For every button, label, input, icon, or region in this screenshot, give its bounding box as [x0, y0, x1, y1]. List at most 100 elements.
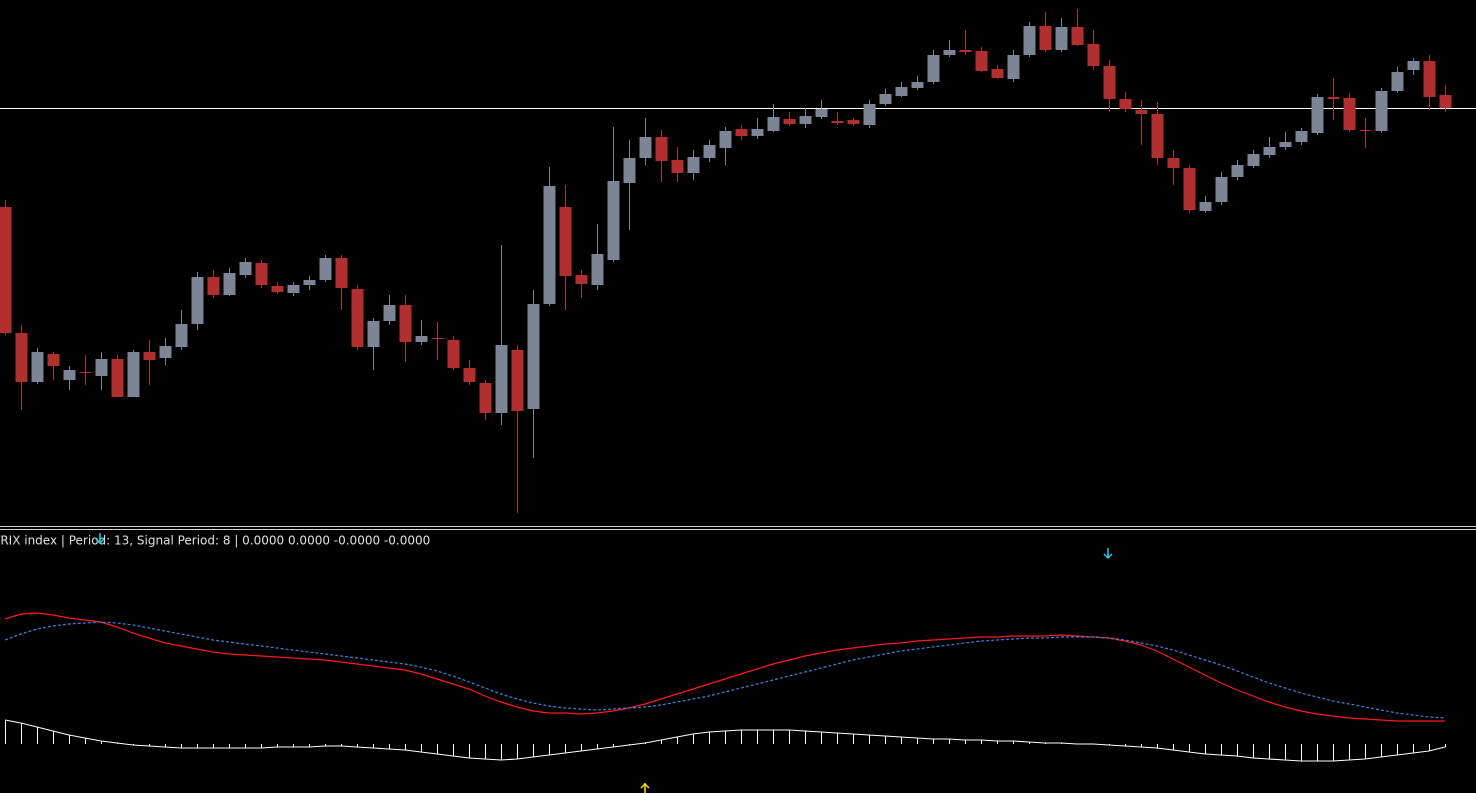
- candle-body: [63, 370, 76, 380]
- candle-body: [207, 277, 220, 295]
- candle-body: [511, 350, 524, 411]
- candle-body: [319, 258, 332, 280]
- candle-body: [1391, 72, 1404, 91]
- candle-body: [1247, 154, 1260, 166]
- candle-body: [431, 338, 444, 339]
- candle-body: [719, 131, 732, 148]
- candle-body: [607, 181, 620, 260]
- candle-body: [671, 160, 684, 173]
- candle-body: [1119, 99, 1132, 109]
- signal-line: [4, 621, 1446, 719]
- candle-body: [975, 51, 988, 71]
- candle-body: [287, 285, 300, 293]
- candle-body: [143, 352, 156, 360]
- candle-body: [543, 186, 556, 304]
- candle-body: [127, 352, 140, 397]
- candle-body: [623, 158, 636, 183]
- candle-body: [271, 286, 284, 292]
- candle-body: [383, 305, 396, 321]
- candle-body: [815, 109, 828, 117]
- candle-body: [831, 121, 844, 123]
- candle-body: [223, 273, 236, 295]
- candle-body: [1407, 61, 1420, 70]
- candle-body: [1039, 26, 1052, 50]
- candle-body: [415, 336, 428, 342]
- candle-body: [1215, 177, 1228, 202]
- candle-body: [767, 117, 780, 131]
- candle-body: [1423, 61, 1436, 97]
- candle-body: [95, 359, 108, 376]
- candle-body: [239, 262, 252, 275]
- candle-body: [1071, 27, 1084, 45]
- candle-body: [1007, 55, 1020, 79]
- histogram-line: [4, 719, 1446, 762]
- candle-body: [351, 289, 364, 347]
- candle-body: [303, 280, 316, 285]
- candle-body: [1279, 142, 1292, 147]
- candle-body: [735, 129, 748, 136]
- candle-body: [927, 55, 940, 82]
- candle-body: [1103, 66, 1116, 99]
- candle-body: [1311, 97, 1324, 133]
- trix-line: [4, 612, 1445, 722]
- candle-body: [799, 116, 812, 124]
- candle-body: [1183, 168, 1196, 210]
- candle-body: [895, 87, 908, 96]
- candle-body: [399, 305, 412, 342]
- candle-body: [1327, 97, 1340, 99]
- sell-arrow: [95, 533, 105, 545]
- candle-body: [367, 321, 380, 347]
- candle-body: [175, 324, 188, 347]
- candle-body: [1295, 131, 1308, 142]
- candle-body: [1439, 95, 1452, 108]
- candle-body: [1263, 147, 1276, 155]
- candle-body: [655, 137, 668, 161]
- candle-body: [751, 129, 764, 136]
- candle-body: [111, 359, 124, 397]
- candle-body: [1231, 165, 1244, 177]
- candle-body: [959, 50, 972, 52]
- candle-body: [703, 145, 716, 158]
- candle-body: [479, 383, 492, 413]
- indicator-title: TRIX index | Period: 13, Signal Period: …: [0, 534, 430, 548]
- candle-body: [159, 346, 172, 358]
- candle-body: [1023, 26, 1036, 55]
- candle-body: [463, 368, 476, 382]
- buy-arrow: [640, 782, 650, 793]
- candle-body: [1055, 27, 1068, 50]
- candle-body: [1087, 44, 1100, 66]
- candle-body: [575, 275, 588, 284]
- sell-arrow: [1103, 548, 1113, 560]
- candle-body: [31, 352, 44, 382]
- candle-body: [1343, 98, 1356, 130]
- candle-body: [639, 137, 652, 158]
- candle-body: [335, 258, 348, 288]
- candle-body: [15, 333, 28, 382]
- candle-body: [255, 263, 268, 285]
- candle-body: [1375, 91, 1388, 131]
- candle-body: [1359, 130, 1372, 131]
- candle-body: [0, 207, 12, 333]
- candle-body: [943, 50, 956, 55]
- candle-body: [591, 254, 604, 285]
- candle-body: [783, 119, 796, 124]
- candle-body: [527, 304, 540, 409]
- candle-body: [79, 372, 92, 373]
- candle-body: [687, 157, 700, 173]
- candle-body: [447, 340, 460, 368]
- candle-body: [47, 354, 60, 366]
- candle-body: [863, 104, 876, 125]
- candle-body: [1167, 158, 1180, 168]
- candle-body: [1151, 114, 1164, 158]
- candle-body: [847, 120, 860, 124]
- candle-body: [191, 277, 204, 324]
- candle-body: [559, 207, 572, 276]
- candle-body: [879, 94, 892, 104]
- candle-body: [1135, 110, 1148, 114]
- candle-body: [911, 82, 924, 88]
- candle-body: [991, 69, 1004, 78]
- candle-body: [495, 345, 508, 413]
- candle-body: [1199, 202, 1212, 211]
